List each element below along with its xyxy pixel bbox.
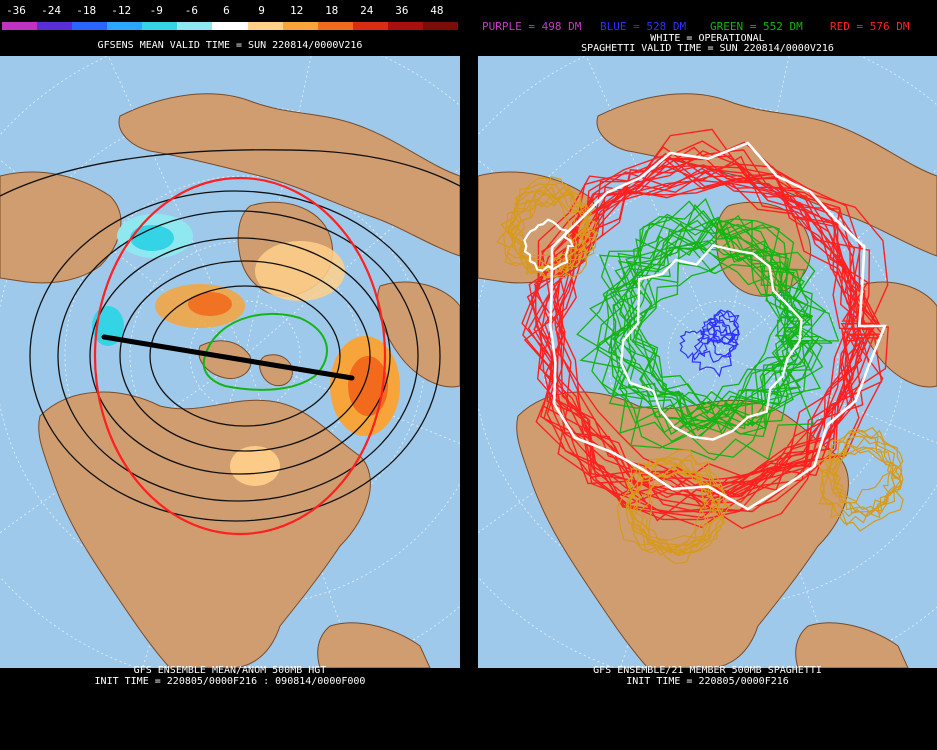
blue-member-contour: [679, 329, 710, 361]
legend-blue: BLUE = 528 DM: [600, 20, 687, 33]
left-map: [0, 56, 460, 668]
legend-value: -24: [41, 4, 61, 17]
red-member-contour: [544, 155, 857, 497]
legend-value: 12: [289, 4, 304, 17]
legend-value: 6: [223, 4, 230, 17]
legend-green: GREEN = 552 DM: [710, 20, 803, 33]
red-member-contour: [540, 179, 876, 514]
blue-member-contour: [707, 309, 739, 345]
gold-member-contour: [616, 458, 707, 554]
legend-value: 48: [430, 4, 444, 17]
green-member-contour: [629, 235, 812, 407]
legend-value: -6: [184, 4, 198, 17]
gold-member-contour: [819, 445, 904, 532]
gold-member-contour: [630, 449, 727, 556]
legend-value: 36: [395, 4, 409, 17]
gold-member-contour: [625, 457, 710, 541]
left-footer-line1: GFS ENSEMBLE MEAN/ANOM 500MB HGT: [133, 665, 327, 676]
right-footer-line1: GFS ENSEMBLE/21 MEMBER 500MB SPAGHETTI: [593, 665, 822, 676]
gold-member-contour: [817, 426, 896, 503]
gold-member-contour: [831, 429, 903, 515]
red-576-contour: [93, 176, 387, 536]
legend-value: -18: [76, 4, 97, 17]
left-map-svg: [0, 56, 460, 668]
red-member-contour: [534, 150, 880, 509]
land-right: [478, 93, 937, 668]
gold-member-contour: [502, 189, 588, 279]
height-contours: [0, 149, 460, 522]
red-member-contour: [550, 175, 878, 491]
left-footer-line2: INIT TIME = 220805/0000F216 : 090814/000…: [94, 676, 366, 687]
legend-purple: PURPLE = 498 DM: [482, 20, 582, 33]
gold-member-contour: [645, 466, 725, 554]
green-member-contour: [602, 200, 823, 434]
gold-member-contour: [500, 183, 591, 266]
cross-section-line: [101, 334, 355, 381]
green-member-contour: [611, 210, 814, 430]
legend-value: -12: [111, 4, 132, 17]
green-552-contour: [202, 312, 328, 391]
legend-swatch: [177, 22, 213, 30]
blue-member-contour: [696, 319, 740, 363]
gold-member-contour: [631, 464, 716, 548]
gold-member-contour: [827, 430, 904, 513]
legend-value: -36: [6, 4, 26, 17]
green-member-contour: [610, 217, 827, 432]
gold-member-contour: [627, 454, 731, 557]
left-title: GFSENS MEAN VALID TIME = SUN 220814/0000…: [97, 40, 363, 51]
operational-contour: [619, 244, 803, 441]
blue-member-contour: [691, 325, 736, 378]
right-map: [478, 56, 937, 668]
spaghetti-panel: PURPLE = 498 DM BLUE = 528 DM GREEN = 55…: [478, 0, 937, 750]
legend-value: 18: [325, 4, 339, 17]
legend-value: 24: [360, 4, 374, 17]
legend-swatch: [387, 22, 423, 30]
legend-value: 9: [258, 4, 265, 17]
right-title: SPAGHETTI VALID TIME = SUN 220814/0000V2…: [581, 43, 834, 54]
panel-divider: [460, 0, 478, 750]
legend-white: WHITE = OPERATIONAL: [650, 33, 765, 44]
anomaly-legend-labels: -36 -24 -18 -12 -9 -6 6 9 12 18 24 36 48: [0, 4, 460, 18]
red-member-contour: [522, 164, 884, 529]
legend-swatch: [282, 22, 318, 30]
gold-member-contour: [818, 446, 893, 527]
mean-anomaly-panel: -36 -24 -18 -12 -9 -6 6 9 12 18 24 36 48 GFSENS MEAN…: [0, 0, 460, 750]
green-member-contour: [607, 240, 800, 429]
legend-swatch: [247, 22, 283, 30]
legend-swatch: [422, 22, 459, 30]
right-map-svg: [478, 56, 937, 668]
legend-swatch: [142, 22, 178, 30]
legend-swatch: [37, 22, 73, 30]
spaghetti-legend: PURPLE = 498 DM BLUE = 528 DM GREEN = 55…: [478, 20, 937, 33]
green-member-contour: [614, 197, 814, 418]
gold-member-contour: [511, 193, 597, 278]
operational-contour: [523, 218, 575, 272]
green-member-contour: [617, 217, 840, 461]
legend-swatch: [107, 22, 143, 30]
legend-swatch: [72, 22, 108, 30]
operational-contour: [549, 141, 887, 511]
legend-red: RED = 576 DM: [830, 20, 910, 33]
green-member-contour: [631, 262, 811, 437]
gold-member-contour: [509, 185, 599, 270]
anomaly-color-bar: [2, 22, 459, 30]
legend-swatch: [212, 22, 248, 30]
right-footer-line2: INIT TIME = 220805/0000F216: [626, 676, 789, 687]
green-member-contour: [601, 222, 805, 424]
spaghetti-lines: [495, 128, 904, 565]
legend-value: -9: [149, 4, 163, 17]
red-member-contour: [526, 155, 883, 530]
legend-swatch: [317, 22, 353, 30]
legend-swatch: [352, 22, 388, 30]
gold-member-contour: [510, 187, 596, 275]
red-member-contour: [521, 146, 870, 507]
green-member-contour: [604, 223, 801, 416]
legend-swatch: [2, 22, 38, 30]
